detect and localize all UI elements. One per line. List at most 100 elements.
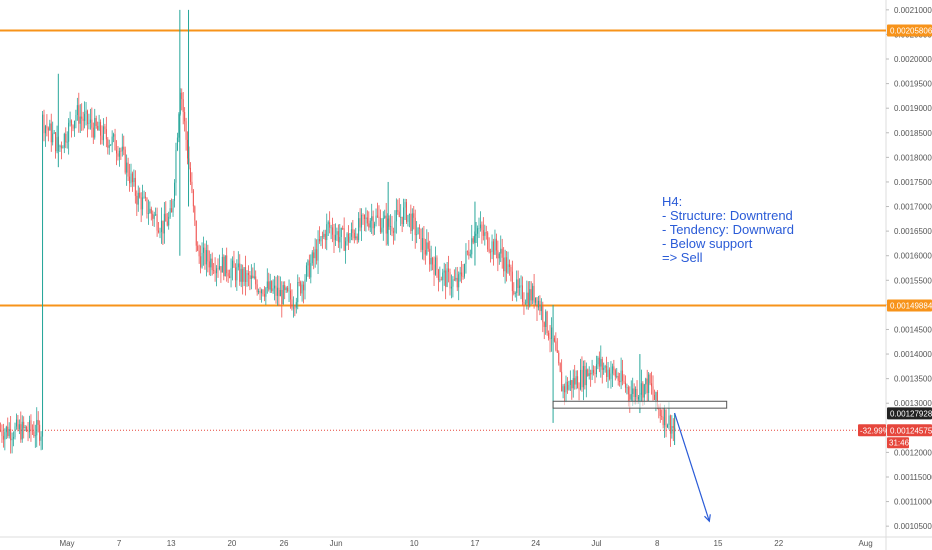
candle-body [635, 388, 637, 397]
candle-body [330, 227, 332, 229]
candle-body [590, 373, 592, 375]
candle-body [346, 233, 348, 242]
candle-body [385, 215, 387, 234]
candle-body [137, 192, 139, 205]
candle-body [466, 251, 468, 253]
candle-body [564, 386, 566, 393]
candle-body [558, 352, 560, 364]
candle-body [71, 120, 73, 126]
candle-body [250, 275, 252, 280]
candle-body [517, 279, 519, 288]
candle-body [503, 257, 505, 272]
candle-body [105, 129, 107, 140]
candle-body [388, 218, 390, 227]
change-percent-tag [858, 424, 886, 437]
countdown-label: 31:46 [889, 438, 910, 447]
candle-body [329, 222, 331, 228]
candle-body [365, 217, 367, 220]
candle-body [614, 370, 616, 377]
candle-body [549, 337, 551, 340]
candle-body [417, 227, 419, 235]
candle-body [323, 233, 325, 237]
candle-body [379, 217, 381, 232]
candle-body [185, 121, 187, 140]
candle-body [543, 322, 545, 327]
candle-body [446, 268, 448, 287]
candle-body [607, 369, 609, 377]
candle-body [643, 384, 645, 398]
level-price-tag-label: 0.00205806 [890, 26, 932, 35]
candle-body [39, 424, 41, 441]
candle-body [73, 120, 75, 129]
candle-body [14, 426, 16, 438]
candle-body [619, 380, 621, 383]
candle-body [468, 251, 470, 256]
candle-body [484, 232, 486, 236]
candle-body [646, 378, 648, 394]
candle-body [110, 144, 112, 146]
candle-body [588, 373, 590, 376]
candle-body [482, 230, 484, 236]
candle-body [285, 287, 287, 291]
candle-body [236, 267, 238, 281]
candle-body [443, 270, 445, 273]
candle-body [168, 216, 170, 226]
candle-body [156, 214, 158, 231]
candle-body [10, 428, 12, 441]
candle-body [624, 382, 626, 388]
candle-body [181, 92, 183, 100]
candle-body [176, 137, 178, 151]
candle-body [510, 267, 512, 272]
candle-body [98, 121, 100, 131]
candle-body [381, 227, 383, 232]
x-tick-label: 17 [471, 539, 480, 548]
candle-body [218, 266, 220, 270]
candle-body [413, 213, 415, 218]
candle-body [62, 147, 64, 149]
candle-body [667, 424, 668, 428]
candle-body [440, 279, 442, 281]
candle-body [259, 290, 261, 294]
candle-body [121, 146, 123, 152]
current-price-tag [887, 407, 932, 420]
candle-body [172, 200, 174, 213]
candle-body [247, 272, 249, 276]
candle-body [140, 197, 142, 210]
candle-body [252, 275, 254, 278]
candle-body [305, 265, 307, 280]
candle-body [408, 213, 410, 216]
candle-body [126, 162, 128, 173]
candle-body [439, 279, 441, 281]
candle-body [201, 252, 203, 268]
candle-body [620, 370, 622, 383]
candle-body [636, 388, 638, 400]
candle-body [79, 116, 81, 124]
candle-body [56, 137, 58, 152]
candle-body [311, 252, 313, 264]
candle-body [197, 245, 199, 251]
candle-body [382, 217, 384, 228]
candle-body [42, 114, 44, 437]
candle-body [645, 378, 647, 385]
candle-body [527, 292, 529, 306]
candle-body [21, 421, 23, 440]
candle-body [661, 415, 663, 417]
candle-body [656, 392, 658, 407]
candle-body [297, 282, 299, 303]
candle-body [652, 386, 654, 395]
candle-body [504, 257, 506, 272]
candle-body [227, 273, 229, 277]
candle-body [638, 397, 639, 400]
candle-body [626, 387, 628, 389]
candle-body [362, 214, 364, 216]
candle-body [239, 263, 241, 282]
candle-body [274, 285, 276, 289]
candle-body [575, 376, 577, 385]
candle-body [20, 424, 22, 440]
candle-body [464, 263, 465, 277]
candle-body [59, 145, 61, 148]
